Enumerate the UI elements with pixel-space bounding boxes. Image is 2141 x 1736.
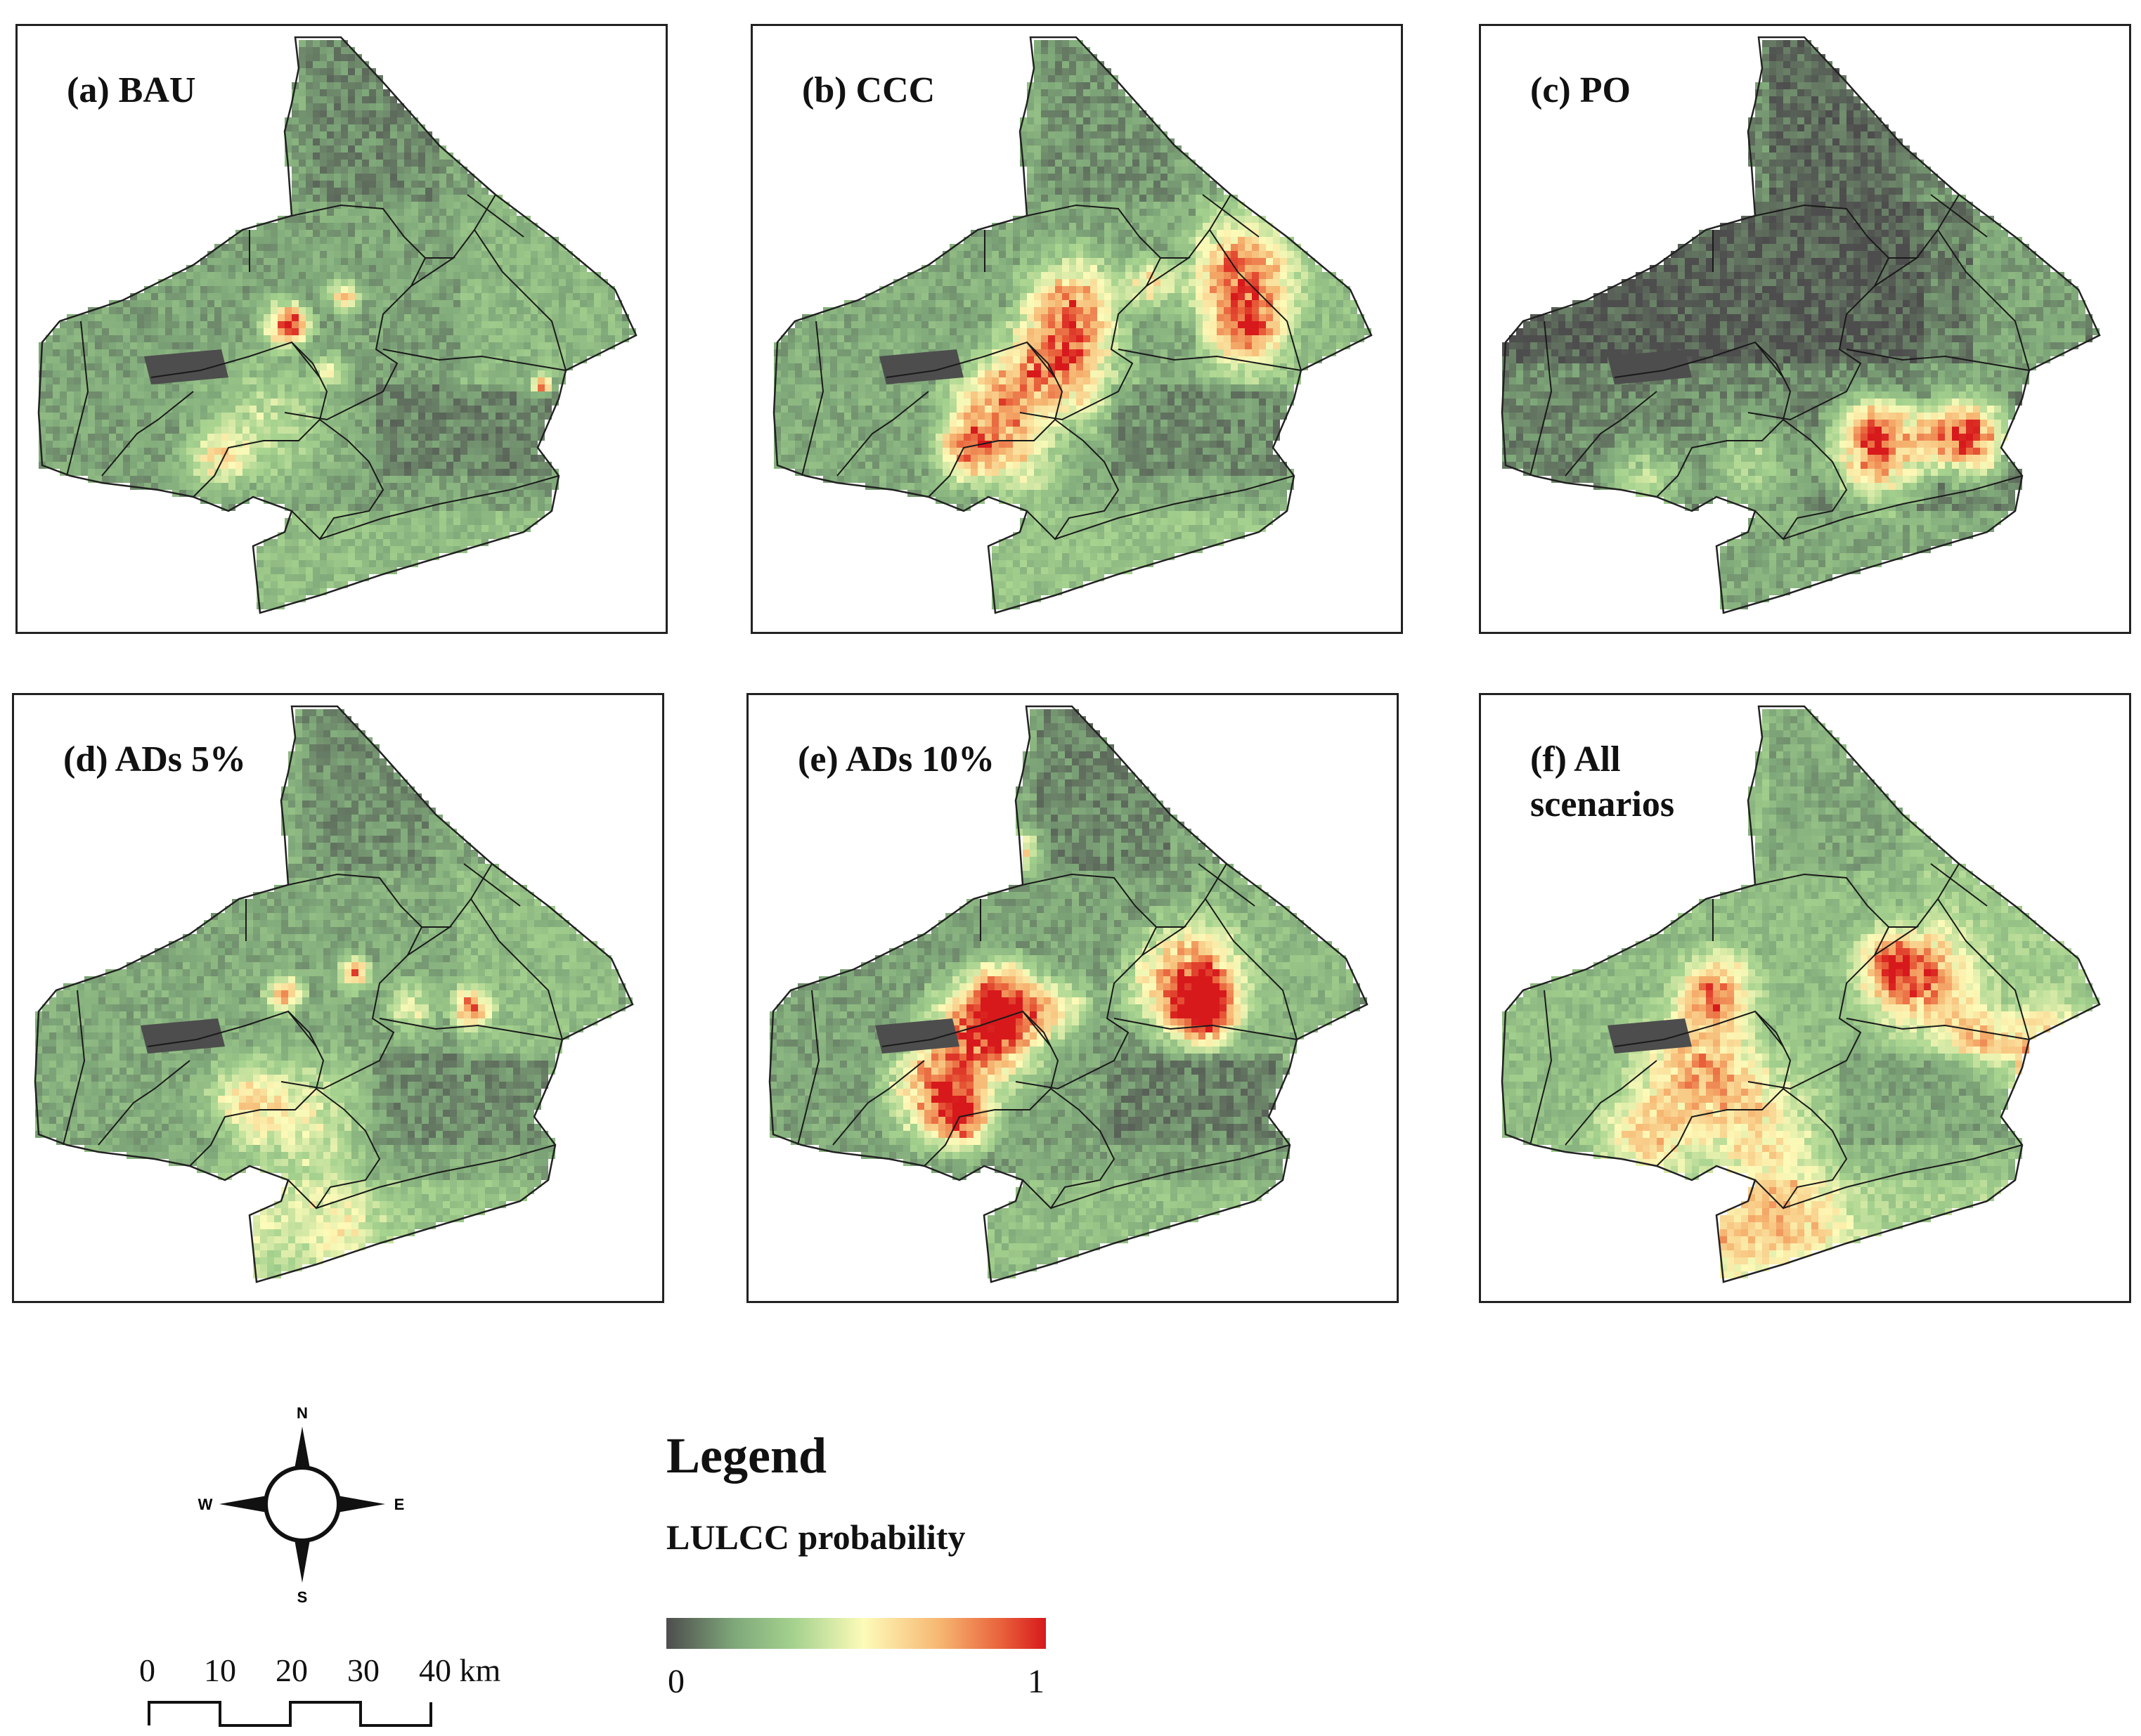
- panel-label-c: (c) PO: [1530, 68, 1631, 113]
- panel-label-f-line-2: scenarios: [1530, 782, 1674, 827]
- map-panel-a: (a) BAU: [15, 24, 668, 634]
- legend-title: Legend: [666, 1427, 827, 1485]
- map-a: [37, 36, 638, 614]
- scale-label-30: 30: [347, 1652, 380, 1689]
- map-b-boundaries: [772, 36, 1373, 614]
- map-f: [1501, 705, 2101, 1283]
- panel-label-a-line-1: (a) BAU: [67, 68, 195, 113]
- scale-label-20: 20: [276, 1652, 308, 1689]
- panel-label-d: (d) ADs 5%: [63, 737, 246, 782]
- panel-label-b: (b) CCC: [802, 68, 935, 113]
- map-d: [34, 705, 634, 1283]
- map-e-boundaries: [768, 705, 1369, 1283]
- compass-label-n: N: [297, 1404, 308, 1422]
- panel-label-b-line-1: (b) CCC: [802, 68, 935, 113]
- compass-label-s: S: [297, 1588, 308, 1606]
- map-f-boundaries: [1501, 705, 2101, 1283]
- scale-bar: [148, 1701, 432, 1727]
- legend-subtitle: LULCC probability: [666, 1517, 966, 1557]
- map-a-boundaries: [37, 36, 638, 614]
- legend-max-label: 1: [1028, 1662, 1044, 1701]
- map-c: [1501, 36, 2101, 614]
- legend-color-ramp: [666, 1618, 1046, 1649]
- panel-label-a: (a) BAU: [67, 68, 195, 113]
- map-panel-b: (b) CCC: [751, 24, 1403, 634]
- panel-label-e-line-1: (e) ADs 10%: [798, 737, 995, 782]
- legend-min-label: 0: [668, 1662, 685, 1701]
- panel-label-f: (f) All scenarios: [1530, 737, 1674, 827]
- map-c-raster: [1502, 40, 2100, 609]
- compass-arrow-south: [294, 1536, 311, 1583]
- panel-label-e: (e) ADs 10%: [798, 737, 995, 782]
- panel-label-f-line-1: (f) All: [1530, 737, 1674, 782]
- map-e: [768, 705, 1369, 1283]
- compass-label-w: W: [198, 1496, 213, 1513]
- scale-label-10: 10: [204, 1652, 236, 1689]
- map-panel-e: (e) ADs 10%: [746, 693, 1399, 1303]
- scale-label-0: 0: [139, 1652, 155, 1689]
- map-b: [772, 36, 1373, 614]
- map-panel-f: (f) All scenarios: [1479, 693, 2131, 1303]
- map-d-raster: [35, 709, 633, 1278]
- panel-label-d-line-1: (d) ADs 5%: [63, 737, 246, 782]
- compass-arrow-west: [219, 1496, 267, 1512]
- map-c-boundaries: [1501, 36, 2101, 614]
- compass-arrow-east: [337, 1496, 385, 1512]
- map-b-raster: [774, 40, 1371, 609]
- scale-label-40: 40 km: [419, 1652, 500, 1689]
- north-arrow-compass: N S W E: [198, 1404, 405, 1606]
- map-a-raster: [39, 40, 636, 609]
- compass-circle: [264, 1465, 341, 1543]
- map-d-boundaries: [34, 705, 634, 1283]
- compass-label-e: E: [394, 1496, 405, 1513]
- map-panel-d: (d) ADs 5%: [12, 693, 664, 1303]
- map-e-raster: [770, 709, 1367, 1278]
- map-panel-c: (c) PO: [1479, 24, 2131, 634]
- panel-label-c-line-1: (c) PO: [1530, 68, 1631, 113]
